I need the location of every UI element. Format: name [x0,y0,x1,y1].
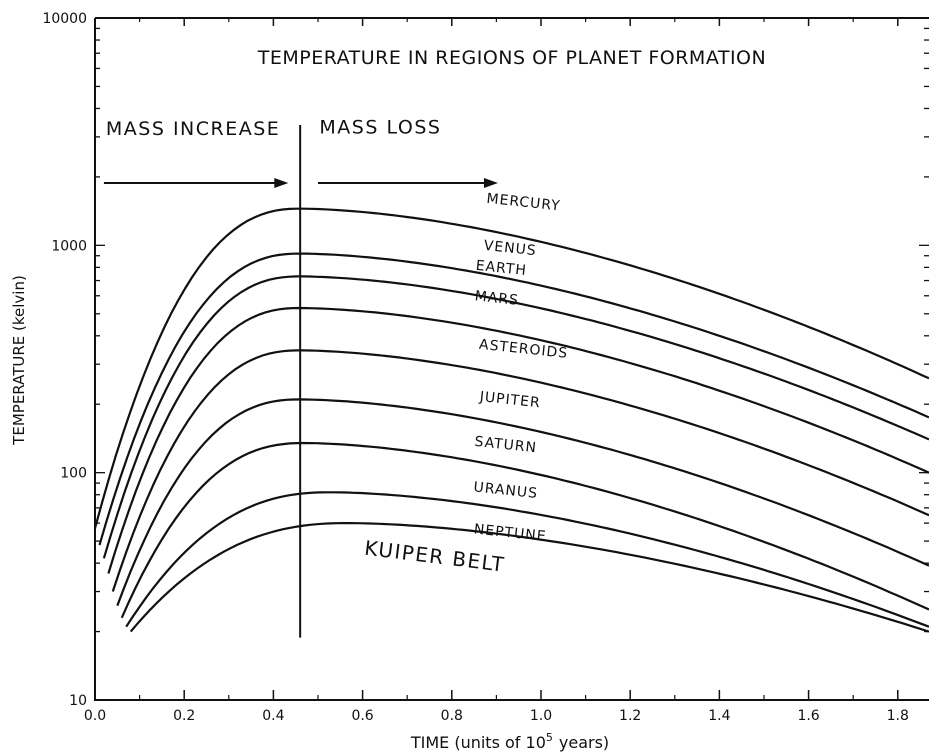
temperature-curves [95,207,929,633]
x-tick-label: 0.8 [441,708,463,724]
y-tick-labels: 10 100 1000 10000 [42,11,87,709]
phase-arrow-head [274,178,289,189]
x-tick-label: 1.6 [797,708,819,724]
x-axis-label-main: TIME (units of 10 [410,733,546,752]
x-tick-label: 1.8 [887,708,909,724]
x-tick-label: 1.2 [619,708,641,724]
curve-asteroids [111,349,929,592]
curve-earth [102,275,929,559]
series-label-mercury: MERCURY [486,191,562,215]
curve-venus [98,252,929,546]
y-axis-label: TEMPERATURE (kelvin) [10,275,28,446]
series-label-uranus: URANUS [473,479,539,502]
phase-arrows [103,178,498,189]
y-tick-label: 10000 [42,11,87,27]
series-label-earth: EARTH [475,258,528,279]
series-label-venus: VENUS [483,238,537,259]
x-tick-label: 1.0 [530,708,552,724]
x-axis-label-exponent: 5 [546,731,553,744]
x-tick-label: 0.4 [262,708,284,724]
phase-label: MASS INCREASE [106,118,280,140]
series-label-saturn: SATURN [474,434,538,456]
series-label-mars: MARS [474,288,520,309]
curve-mercury [95,207,929,529]
phase-label: MASS LOSS [319,117,441,139]
x-axis-label: TIME (units of 105 years) [410,731,609,752]
x-tick-label: 1.4 [708,708,730,724]
kuiper-belt-label: KUIPER BELT [363,536,506,577]
phase-labels: MASS INCREASE MASS LOSS [106,117,441,141]
curve-neptune [129,522,929,633]
curve-uranus [125,491,929,628]
x-tick-label: 0.2 [173,708,195,724]
curve-mars [107,306,929,574]
series-label-neptune: NEPTUNE [473,521,547,545]
x-tick-label: 0.0 [84,708,106,724]
series-label-jupiter: JUPITER [478,389,541,411]
curve-jupiter [116,398,929,607]
series-label-asteroids: ASTEROIDS [478,337,569,362]
x-axis-label-end: years) [559,733,609,752]
axis-ticks [94,18,929,701]
y-tick-label: 100 [60,466,87,482]
y-tick-label: 1000 [51,238,87,254]
phase-arrow-head [483,178,498,189]
y-tick-label: 10 [69,693,87,709]
x-tick-labels: 0.0 0.2 0.4 0.6 0.8 1.0 1.2 1.4 1.6 1.8 [84,708,909,724]
x-tick-label: 0.6 [351,708,373,724]
chart-title: TEMPERATURE IN REGIONS OF PLANET FORMATI… [257,47,766,69]
curve-saturn [120,441,929,619]
